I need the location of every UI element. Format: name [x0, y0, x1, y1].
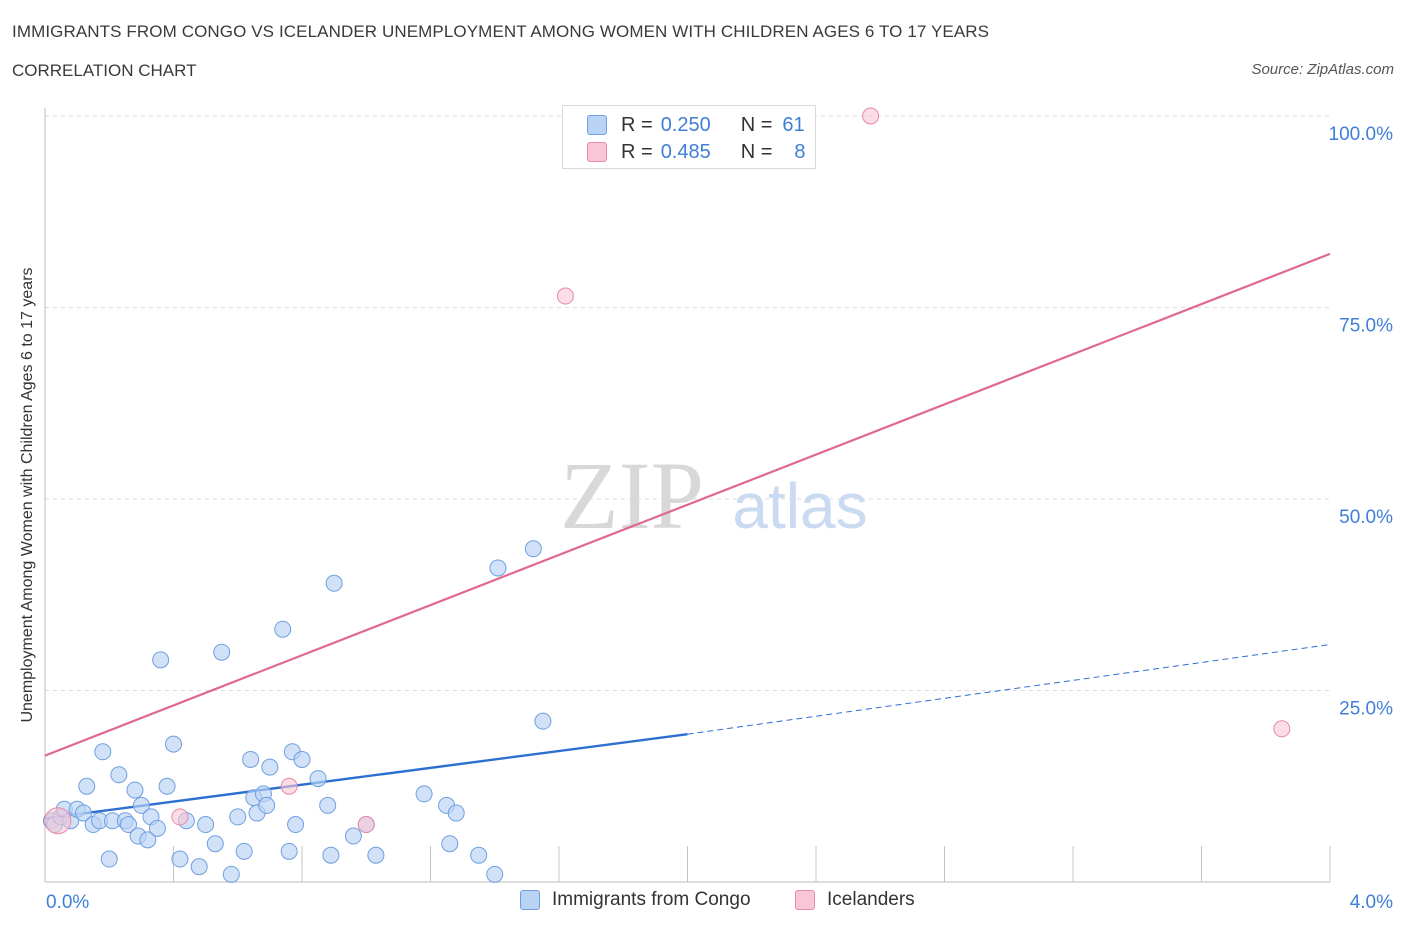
congo-point: [78, 777, 96, 795]
congo-point: [325, 574, 343, 592]
bottom-legend-congo: Immigrants from Congo: [520, 889, 751, 911]
congo-point: [274, 620, 292, 638]
grid-lines: [45, 115, 1330, 691]
congo-point: [293, 750, 311, 768]
congo-point: [126, 781, 144, 799]
legend-n-value: 61: [782, 113, 805, 136]
legend-r-label: R =: [621, 113, 653, 136]
icelanders-point: [862, 107, 880, 125]
congo-point: [158, 777, 176, 795]
congo-point: [235, 842, 253, 860]
y-tick-label: 100.0%: [1329, 124, 1394, 145]
congo-point: [165, 735, 182, 753]
congo-point: [309, 770, 327, 788]
tick-labels: 25.0% 50.0% 75.0% 100.0% 0.0% 4.0%: [46, 124, 1393, 913]
y-tick-label: 25.0%: [1339, 699, 1393, 720]
icelanders-legend-label: Icelanders: [827, 889, 915, 910]
y-tick-label: 75.0%: [1339, 316, 1393, 337]
congo-point: [94, 743, 112, 761]
icelanders-point: [556, 287, 574, 305]
data-points: [42, 107, 1291, 883]
congo-point: [148, 819, 166, 837]
chart-subtitle: CORRELATION CHART: [12, 61, 197, 80]
watermark-atlas: atlas: [732, 470, 867, 542]
congo-trend-extension: [687, 644, 1331, 735]
congo-point: [322, 846, 340, 864]
congo-point: [258, 796, 276, 814]
congo-trend-line: [44, 732, 688, 820]
y-tick-label: 50.0%: [1339, 507, 1393, 528]
congo-point: [441, 835, 459, 853]
congo-point: [229, 808, 247, 826]
watermark: ZIP atlas: [560, 442, 868, 549]
congo-swatch: [587, 115, 607, 135]
congo-point: [190, 858, 208, 876]
icelanders-trend-line: [44, 252, 1331, 757]
congo-point: [319, 796, 337, 814]
legend-row-congo: R = 0.250 N = 61: [587, 112, 805, 138]
congo-point: [197, 816, 215, 834]
chart-title: IMMIGRANTS FROM CONGO VS ICELANDER UNEMP…: [12, 22, 990, 41]
icelanders-point: [44, 807, 72, 835]
source-note: Source: ZipAtlas.com: [1251, 61, 1394, 78]
congo-point: [415, 785, 433, 803]
legend-r-value: 0.485: [660, 140, 711, 163]
congo-point: [242, 750, 260, 768]
correlation-legend: R = 0.250 N = 61 R = 0.485 N = 8: [562, 105, 816, 169]
legend-row-icelanders: R = 0.485 N = 8: [587, 139, 806, 165]
congo-point: [110, 766, 128, 784]
congo-point: [287, 816, 305, 834]
congo-point: [470, 846, 488, 864]
congo-point: [344, 827, 362, 845]
congo-point: [139, 831, 157, 849]
x-tick-label: 4.0%: [1350, 892, 1393, 913]
congo-legend-swatch: [520, 890, 540, 910]
congo-point: [213, 643, 231, 661]
icelanders-legend-swatch: [795, 890, 815, 910]
congo-point: [534, 712, 552, 730]
congo-point: [486, 865, 504, 883]
congo-point: [152, 651, 170, 669]
legend-r-label: R =: [621, 140, 653, 163]
icelanders-point: [1273, 720, 1291, 738]
congo-point: [206, 835, 224, 853]
congo-point: [132, 796, 150, 814]
congo-point: [120, 816, 138, 834]
icelanders-point: [171, 808, 189, 826]
congo-legend-label: Immigrants from Congo: [552, 889, 751, 910]
congo-point: [489, 559, 507, 577]
x-tick-label: 0.0%: [46, 892, 89, 913]
congo-point: [171, 850, 189, 868]
congo-point: [100, 850, 118, 868]
congo-point: [280, 842, 298, 860]
bottom-legend-icelanders: Icelanders: [795, 889, 915, 911]
axes: [44, 108, 1331, 883]
legend-n-label: N =: [740, 113, 773, 136]
icelanders-point: [280, 777, 298, 795]
icelanders-point: [357, 816, 375, 834]
trend-lines: [44, 252, 1331, 820]
congo-point: [75, 804, 93, 822]
congo-point: [261, 758, 279, 776]
congo-point: [222, 865, 240, 883]
y-axis-label: Unemployment Among Women with Children A…: [19, 267, 36, 723]
congo-point: [447, 804, 465, 822]
legend-n-label: N =: [740, 140, 773, 163]
legend-r-value: 0.250: [660, 113, 711, 136]
congo-point: [524, 540, 542, 558]
icelanders-swatch: [587, 142, 607, 162]
watermark-zip: ZIP: [560, 442, 704, 549]
congo-point: [367, 846, 385, 864]
legend-n-value: 8: [794, 140, 806, 163]
